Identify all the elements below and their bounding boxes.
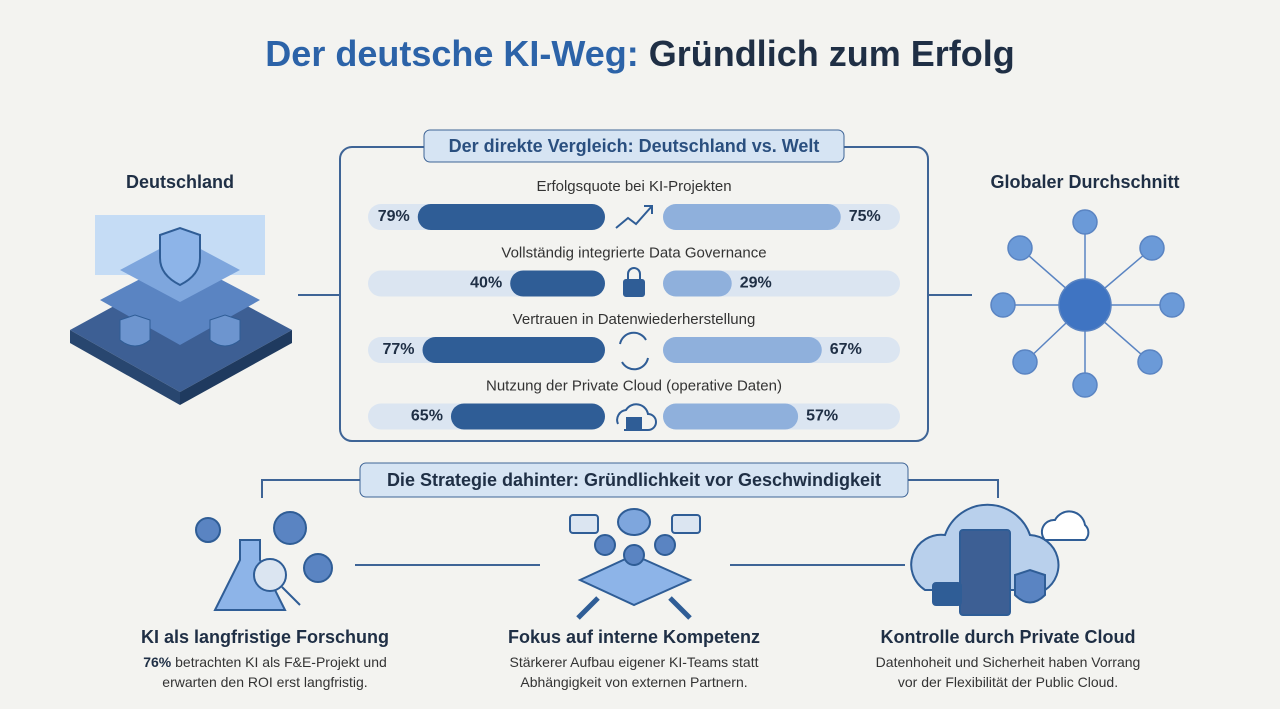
bar [663,337,822,363]
column-text: Stärkerer Aufbau eigener KI-Teams statt [509,654,758,670]
bar [422,337,605,363]
column-heading: KI als langfristige Forschung [141,627,389,647]
bar [663,270,732,297]
text-line: betrachten KI als F&E-Projekt und [171,654,387,670]
team-icon [569,508,701,620]
category-label: Nutzung der Private Cloud (operative Dat… [486,377,782,394]
research-icon [195,511,333,611]
strategy-pill [359,462,909,498]
global-icon [990,209,1185,398]
column-text: Abhängigkeit von externen Partnern. [520,674,747,690]
text-line: vor der Flexibilität der Public Cloud. [898,674,1118,690]
value-label: 40% [470,275,502,292]
title-rest: Gründlich zum Erfolg [649,33,1015,74]
column-text: 76% betrachten KI als F&E-Projekt und [143,654,387,670]
title-lead: Der deutsche KI-Weg: [265,33,638,74]
bar [663,204,841,230]
germany-icon [70,215,292,405]
category-label: Vertrauen in Datenwiederherstellung [513,311,756,328]
value-label: 67% [830,341,862,358]
highlight: 76% [143,654,172,670]
bar [450,403,605,430]
value-label: 65% [411,408,443,425]
value-label: 29% [740,275,772,292]
text-line: Datenhoheit und Sicherheit haben Vorrang [876,654,1141,670]
text-line: erwarten den ROI erst langfristig. [162,674,367,690]
category-label: Vollständig integrierte Data Governance [501,244,766,261]
column-text: vor der Flexibilität der Public Cloud. [898,674,1118,690]
bar [510,270,605,297]
column-text: Datenhoheit und Sicherheit haben Vorrang [876,654,1141,670]
column-text: erwarten den ROI erst langfristig. [162,674,367,690]
row-icons [615,205,657,431]
cloud-icon [910,503,1090,616]
compare-title: Der direkte Vergleich: Deutschland vs. W… [449,136,820,156]
compare-pill [423,129,845,163]
column-heading: Fokus auf interne Kompetenz [508,627,760,647]
text-line: Abhängigkeit von externen Partnern. [520,674,747,690]
text-line: Stärkerer Aufbau eigener KI-Teams statt [509,654,758,670]
category-label: Erfolgsquote bei KI-Projekten [536,178,731,195]
bar [417,204,605,230]
value-label: 79% [378,208,410,225]
value-label: 75% [849,208,881,225]
value-label: 77% [382,341,414,358]
title: Der deutsche KI-Weg: Gründlich zum Erfolg [265,33,1014,74]
legend-global: Globaler Durchschnitt [990,172,1179,192]
legend-germany: Deutschland [126,172,234,192]
column-heading: Kontrolle durch Private Cloud [880,627,1135,647]
value-label: 57% [806,408,838,425]
bar [663,403,799,430]
strategy-title: Die Strategie dahinter: Gründlichkeit vo… [387,470,881,490]
